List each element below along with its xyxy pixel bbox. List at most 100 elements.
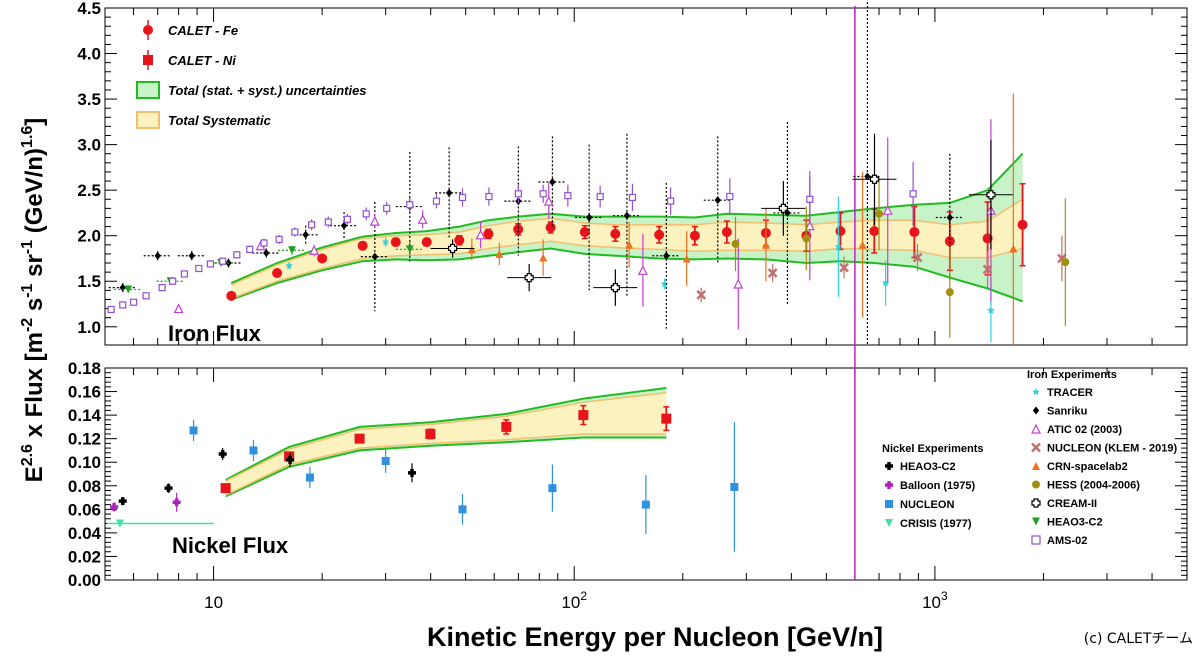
data-point: [548, 484, 557, 493]
legend-label: Sanriku: [1047, 406, 1087, 418]
x-tick-label: 103: [922, 589, 948, 612]
legend-iron-entry: HESS (2004-2006): [1032, 480, 1140, 492]
data-point: [458, 193, 467, 202]
data-point: [875, 209, 884, 218]
series-iron-hess-2004-2006-: [731, 177, 1070, 338]
data-point: [272, 268, 283, 279]
legend-label: CALET - Fe: [168, 23, 238, 38]
data-point: [219, 257, 227, 265]
iron-ytick-label: 4.5: [77, 0, 101, 18]
legend-label: Balloon (1975): [900, 480, 976, 492]
data-point: [343, 215, 352, 223]
iron-ytick-label: 2.5: [77, 181, 101, 200]
data-point: [660, 280, 669, 288]
data-point: [408, 468, 417, 477]
legend-label: CREAM-II: [1047, 498, 1097, 510]
data-point: [663, 251, 670, 260]
nickel-ytick-label: 0.18: [68, 359, 101, 378]
legend-iron-entry: CREAM-II: [1031, 498, 1097, 510]
data-point: [730, 482, 739, 491]
data-point: [458, 505, 467, 514]
iron-ytick-label: 1.0: [77, 318, 101, 337]
legend-swatch: [136, 111, 160, 129]
legend-main-entry: CALET - Fe: [143, 20, 238, 40]
nickel_total-band-lower: [225, 436, 667, 498]
legends: CALET - Fe CALET - Ni Total (stat. + syst.…: [136, 20, 1178, 547]
legend-marker: [885, 462, 893, 470]
iron-ytick-label: 1.5: [77, 272, 101, 291]
x-tick-label: 10: [204, 593, 223, 612]
legend-nickel-entry: HEAO3-C2: [885, 461, 956, 473]
data-point: [263, 249, 270, 258]
legend-marker: [1031, 535, 1041, 545]
data-point: [195, 264, 203, 273]
iron-ytick-label: 2.0: [77, 227, 101, 246]
data-point: [524, 273, 534, 283]
data-point: [726, 192, 734, 201]
data-point: [173, 303, 184, 314]
legend-marker: [1032, 406, 1040, 415]
series-nickel-crisis-1977-: [107, 519, 214, 528]
iron-panel-label: Iron Flux: [168, 321, 262, 346]
data-point: [610, 228, 621, 239]
legend-marker: [1032, 462, 1040, 470]
data-point: [119, 283, 126, 292]
legend-main-entry: Total Systematic: [136, 111, 272, 129]
data-point: [946, 213, 954, 222]
legend-label: NUCLEON (KLEM - 2019): [1047, 443, 1178, 455]
data-point: [881, 279, 890, 287]
data-point: [882, 204, 893, 215]
data-point: [982, 233, 993, 244]
data-point: [180, 270, 188, 278]
data-point: [425, 428, 436, 439]
data-point: [909, 190, 917, 198]
series-nickel-heao3-c2: [118, 448, 417, 506]
legend-label: CRN-spacelab2: [1047, 461, 1128, 473]
data-point: [839, 262, 849, 273]
legend-label: ATIC 02 (2003): [1047, 424, 1122, 436]
legend-swatch: [136, 81, 160, 99]
nickel-panel-label: Nickel Flux: [172, 533, 289, 558]
series-iron-cream-ii: [430, 133, 1013, 306]
legend-marker: [1031, 498, 1041, 508]
legend-label: HESS (2004-2006): [1047, 480, 1140, 492]
data-point: [987, 306, 995, 314]
legend-label: HEAO3-C2: [1047, 517, 1103, 529]
legend-marker: [885, 500, 893, 508]
data-point: [454, 235, 465, 246]
data-point: [483, 228, 494, 239]
data-point: [246, 245, 254, 253]
iron-panel-frame: [104, 7, 1188, 346]
data-point: [721, 227, 732, 238]
data-point: [696, 290, 707, 300]
legend-iron-entry: CRN-spacelab2: [1032, 461, 1128, 473]
x-axis-title: Kinetic Energy per Nucleon [GeV/n]: [427, 622, 883, 652]
nickel-ytick-label: 0.08: [68, 477, 101, 496]
data-point: [220, 483, 231, 494]
data-point: [119, 301, 127, 309]
data-point: [514, 190, 522, 198]
data-point: [1061, 258, 1070, 267]
tick-labels: 1.0 1.5 2.0 2.5 3.0 3.5 4.0 4.5 0.00 0.02 0.04 0.06…: [68, 0, 948, 612]
data-point: [778, 203, 788, 213]
data-point: [501, 421, 512, 432]
nickel_syst-band-upper: [225, 391, 667, 482]
data-point: [858, 240, 867, 249]
legend-label: AMS-02: [1047, 535, 1087, 547]
series-iron-ams-02: [107, 161, 917, 314]
iron-ytick-label: 3.5: [77, 90, 101, 109]
data-point: [405, 245, 414, 254]
data-point: [421, 237, 432, 248]
data-point: [406, 201, 414, 209]
data-point: [432, 197, 441, 205]
data-point: [115, 519, 124, 528]
data-point: [275, 235, 283, 243]
data-point: [864, 172, 871, 181]
series-nickel-nucleon: [189, 419, 739, 552]
legend-label: CALET - Ni: [168, 53, 236, 68]
legend-iron-entry: HEAO3-C2: [1032, 517, 1103, 529]
legend-marker: [1032, 480, 1040, 489]
data-point: [661, 413, 672, 424]
data-point: [249, 446, 258, 455]
legend-nickel-entry: Balloon (1975): [885, 480, 976, 492]
